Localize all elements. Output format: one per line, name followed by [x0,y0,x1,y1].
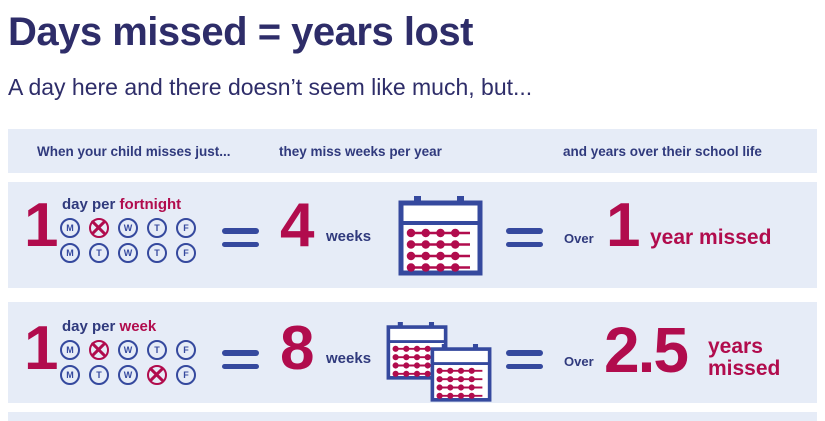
week-row-2: M T W T F [60,243,196,263]
result-label-line2: missed [708,357,781,381]
row-fortnight-panel: 1 day per fortnight M W T F M T W T F 4 … [8,182,817,288]
day-circle: F [176,365,196,385]
week-row-1: M W T F [60,218,196,238]
day-circle: W [118,340,138,360]
double-calendar-icon [378,314,492,404]
day-circle: W [118,365,138,385]
week-row-2: M T W F [60,365,196,385]
frequency-label: day per week [60,318,196,335]
frequency-label: day per fortnight [60,196,196,213]
day-circle: M [60,340,80,360]
day-circle: M [60,218,80,238]
column-header-bar: When your child misses just... they miss… [8,129,817,173]
crossed-day-icon [89,218,109,238]
day-circle: T [89,243,109,263]
calendar-icon [398,196,483,276]
header-col-years: and years over their school life [563,143,762,159]
day-circle: F [176,340,196,360]
header-col-misses: When your child misses just... [37,143,231,159]
week-row-1: M W T F [60,340,196,360]
frequency-unit: fortnight [119,196,182,213]
cutoff-panel-strip [8,412,817,421]
page-subtitle: A day here and there doesn’t seem like m… [8,74,533,100]
result-number: 2.5 [604,314,689,386]
over-label: Over [564,231,594,246]
day-circle: F [176,218,196,238]
day-circle: F [176,243,196,263]
day-circle: T [147,218,167,238]
crossed-day-icon [147,365,167,385]
equals-icon [506,350,543,369]
frequency-prefix: day per [62,318,120,335]
weeks-number: 4 [280,191,315,260]
header-col-weeks: they miss weeks per year [279,143,442,159]
weeks-label: weeks [326,228,372,245]
day-block: day per fortnight M W T F M T W T F [60,196,196,263]
day-circle: T [147,340,167,360]
count-number: 1 [24,191,59,260]
page-title: Days missed = years lost [8,10,473,54]
weeks-number: 8 [280,314,315,383]
frequency-prefix: day per [62,196,120,213]
result-label-line1: years [708,335,763,358]
equals-icon [222,350,259,369]
day-circle: W [118,218,138,238]
day-circle: M [60,365,80,385]
equals-icon [222,228,259,247]
frequency-unit: week [119,318,157,335]
count-number: 1 [24,314,59,383]
crossed-day-icon [89,340,109,360]
weeks-label: weeks [326,350,372,367]
result-number: 1 [606,191,641,260]
day-circle: T [89,365,109,385]
result-label: years missed [708,335,781,381]
result-label: year missed [650,226,772,249]
day-circle: W [118,243,138,263]
row-week-panel: 1 day per week M W T F M T W F 8 weeks [8,302,817,403]
day-circle: M [60,243,80,263]
over-label: Over [564,354,594,369]
day-block: day per week M W T F M T W F [60,318,196,385]
equals-icon [506,228,543,247]
day-circle: T [147,243,167,263]
calendar-icon [430,344,492,402]
